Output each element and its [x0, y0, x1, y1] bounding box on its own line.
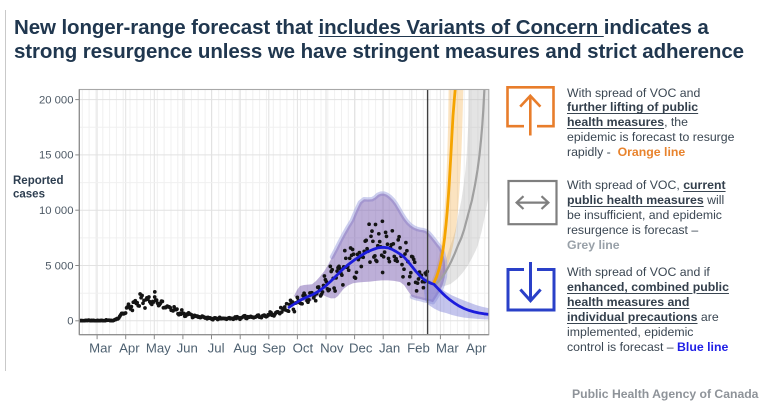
svg-text:Oct: Oct	[293, 341, 314, 356]
svg-text:Sep: Sep	[262, 341, 285, 356]
svg-text:10 000: 10 000	[39, 205, 74, 217]
svg-text:cases: cases	[13, 189, 45, 201]
svg-text:5 000: 5 000	[45, 260, 73, 272]
svg-text:Mar: Mar	[89, 341, 112, 356]
svg-text:0: 0	[67, 316, 73, 328]
svg-text:May: May	[146, 341, 171, 356]
svg-text:Jan: Jan	[379, 341, 400, 356]
svg-text:15 000: 15 000	[39, 150, 74, 162]
svg-text:Mar: Mar	[436, 341, 459, 356]
svg-text:Apr: Apr	[119, 341, 140, 356]
svg-text:Feb: Feb	[407, 341, 430, 356]
svg-text:Apr: Apr	[466, 341, 487, 356]
svg-text:Jul: Jul	[208, 341, 225, 356]
svg-text:20 000: 20 000	[39, 94, 74, 106]
svg-text:Dec: Dec	[349, 341, 373, 356]
svg-text:Reported: Reported	[13, 175, 63, 187]
svg-text:Nov: Nov	[320, 341, 344, 356]
svg-text:Aug: Aug	[233, 341, 256, 356]
svg-text:Jun: Jun	[177, 341, 198, 356]
